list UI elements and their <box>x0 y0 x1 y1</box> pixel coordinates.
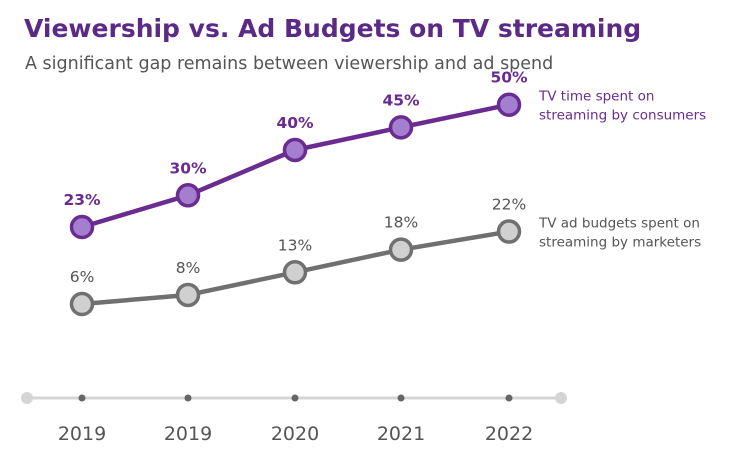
data-point <box>282 260 308 285</box>
data-label: 50% <box>490 69 528 87</box>
series-label: streaming by consumers <box>539 108 706 124</box>
x-tick-label: 2019 <box>164 423 212 445</box>
data-point <box>175 282 201 308</box>
data-label: 18% <box>384 214 418 232</box>
series-label: TV time spent on <box>538 89 654 105</box>
data-label: 13% <box>278 236 312 254</box>
chart-subtitle: A significant gap remains between viewer… <box>25 54 554 74</box>
data-label: 30% <box>169 159 207 177</box>
chart-title: Viewership vs. Ad Budgets on TV streamin… <box>24 14 642 43</box>
series-label: TV ad budgets spent on <box>538 216 700 232</box>
data-label: 6% <box>70 268 95 286</box>
data-label: 22% <box>492 196 526 214</box>
data-point <box>175 183 201 208</box>
data-label: 23% <box>63 191 101 209</box>
data-point <box>69 291 95 317</box>
x-axis-tick <box>397 394 405 402</box>
data-label: 40% <box>276 114 314 132</box>
x-axis-tick <box>78 394 86 402</box>
data-point <box>496 92 522 117</box>
x-tick-label: 2021 <box>377 423 425 445</box>
data-label: 45% <box>382 91 420 109</box>
x-tick-label: 2020 <box>271 423 319 445</box>
x-tick-label: 2022 <box>485 423 533 445</box>
data-point <box>388 115 414 140</box>
x-axis-start-cap <box>21 392 33 404</box>
series-label: streaming by marketers <box>539 235 701 251</box>
data-label: 8% <box>176 259 201 277</box>
data-point <box>496 219 522 244</box>
data-point <box>69 214 95 240</box>
x-axis-tick <box>184 394 192 402</box>
x-tick-label: 2019 <box>58 423 106 445</box>
x-axis-end-cap <box>555 392 567 404</box>
x-axis-tick <box>291 394 299 402</box>
data-point <box>388 237 414 262</box>
x-axis-tick <box>505 394 513 402</box>
data-point <box>282 137 308 163</box>
